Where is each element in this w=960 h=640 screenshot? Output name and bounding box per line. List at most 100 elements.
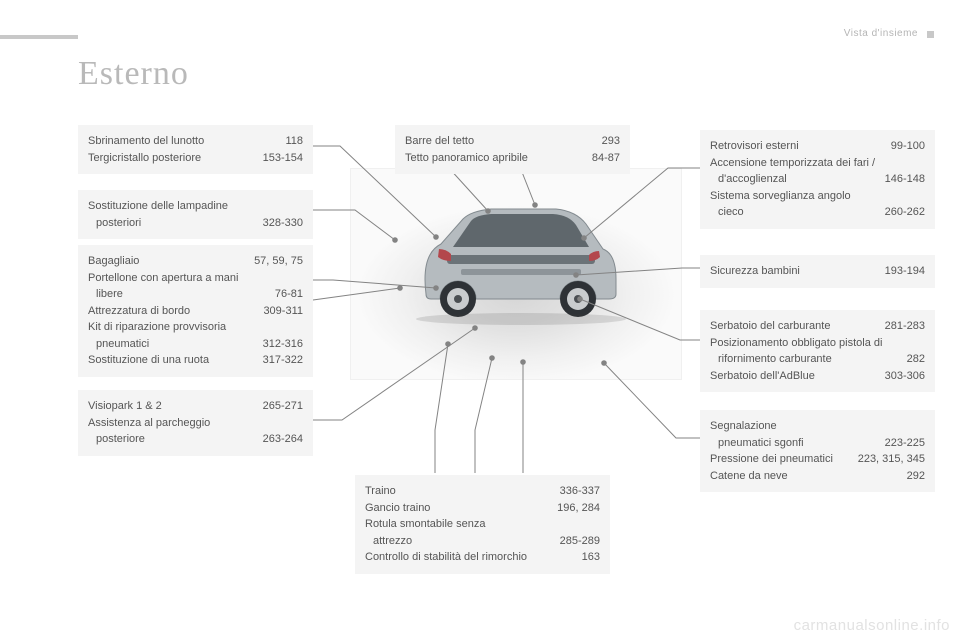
callout-label: Sbrinamento del lunotto [88,133,204,150]
callout-row: posteriori 328-330 [88,215,303,232]
callout-row: Sicurezza bambini 193-194 [710,263,925,280]
callout-label: Visiopark 1 & 2 [88,398,162,415]
callout-page: 223-225 [885,435,925,452]
callout-row: Gancio traino 196, 284 [365,500,600,517]
callout-row: libere 76-81 [88,286,303,303]
callout-label: Bagagliaio [88,253,139,270]
callout-label: pneumatici sgonfi [710,435,804,452]
callout-box-b10: Segnalazionepneumatici sgonfi223-225Pres… [700,410,935,492]
callout-row: Tergicristallo posteriore153-154 [88,150,303,167]
callout-label: Traino [365,483,396,500]
callout-label: Tergicristallo posteriore [88,150,201,167]
callout-label: Assistenza al parcheggio [88,415,210,432]
callout-label: libere [88,286,123,303]
callout-row: Bagagliaio57, 59, 75 [88,253,303,270]
callout-page: 146-148 [885,171,925,188]
callout-label: Tetto panoramico apribile [405,150,528,167]
callout-label: Sicurezza bambini [710,263,800,280]
callout-row: Pressione dei pneumatici 223, 315, 345 [710,451,925,468]
callout-row: Visiopark 1 & 2265-271 [88,398,303,415]
callout-page: 317-322 [263,352,303,369]
callout-row: Segnalazione [710,418,925,435]
callout-page: 118 [285,133,303,150]
callout-box-b1: Sbrinamento del lunotto118Tergicristallo… [78,125,313,174]
callout-row: Accensione temporizzata dei fari / [710,155,925,172]
callout-row: Traino 336-337 [365,483,600,500]
header-bar [0,35,78,39]
callout-page: 292 [907,468,925,485]
callout-page: 293 [602,133,620,150]
callout-row: posteriore 263-264 [88,431,303,448]
callout-page: 193-194 [885,263,925,280]
callout-label: Serbatoio del carburante [710,318,830,335]
callout-row: Serbatoio dell'AdBlue303-306 [710,368,925,385]
callout-row: Kit di riparazione provvisoria [88,319,303,336]
callout-row: cieco 260-262 [710,204,925,221]
callout-row: d'accoglienzal 146-148 [710,171,925,188]
car-svg [391,199,641,339]
callout-row: Attrezzatura di bordo 309-311 [88,303,303,320]
callout-page: 281-283 [885,318,925,335]
callout-label: d'accoglienzal [710,171,787,188]
callout-row: Assistenza al parcheggio [88,415,303,432]
callout-label: Rotula smontabile senza [365,516,485,533]
callout-page: 336-337 [560,483,600,500]
callout-label: Sistema sorveglianza angolo [710,188,851,205]
callout-label: cieco [710,204,744,221]
callout-label: Kit di riparazione provvisoria [88,319,226,336]
callout-row: pneumatici sgonfi 223-225 [710,435,925,452]
callout-box-b4: Visiopark 1 & 2265-271Assistenza al parc… [78,390,313,456]
callout-box-b7: Retrovisori esterni 99-100 Accensione temp… [700,130,935,229]
callout-page: 99-100 [891,138,925,155]
callout-page: 263-264 [263,431,303,448]
callout-row: rifornimento carburante 282 [710,351,925,368]
callout-row: Barre del tetto 293 [405,133,620,150]
callout-page: 328-330 [263,215,303,232]
callout-row: Sostituzione delle lampadine [88,198,303,215]
callout-row: Serbatoio del carburante 281-283 [710,318,925,335]
callout-label: Sostituzione di una ruota [88,352,209,369]
callout-page: 76-81 [275,286,303,303]
callout-label: Controllo di stabilità del rimorchio [365,549,527,566]
callout-label: Barre del tetto [405,133,474,150]
page-indicator [927,31,934,38]
callout-label: Segnalazione [710,418,777,435]
callout-label: Retrovisori esterni [710,138,799,155]
callout-page: 309-311 [263,303,303,320]
callout-page: 282 [907,351,925,368]
callout-row: Portellone con apertura a mani [88,270,303,287]
callout-box-b6: Traino 336-337 Gancio traino 196, 284 Rotula… [355,475,610,574]
callout-box-b2: Sostituzione delle lampadineposteriori 32… [78,190,313,239]
car-illustration [350,168,682,380]
callout-label: Attrezzatura di bordo [88,303,190,320]
callout-page: 196, 284 [557,500,600,517]
callout-page: 285-289 [560,533,600,550]
callout-label: posteriori [88,215,141,232]
callout-box-b3: Bagagliaio57, 59, 75Portellone con apert… [78,245,313,377]
callout-box-b8: Sicurezza bambini 193-194 [700,255,935,288]
callout-row: Catene da neve 292 [710,468,925,485]
callout-row: Controllo di stabilità del rimorchio 163 [365,549,600,566]
callout-row: Sostituzione di una ruota 317-322 [88,352,303,369]
callout-row: Tetto panoramico apribile 84-87 [405,150,620,167]
callout-label: Catene da neve [710,468,788,485]
callout-box-b9: Serbatoio del carburante 281-283Posiziona… [700,310,935,392]
callout-label: rifornimento carburante [710,351,832,368]
callout-label: Sostituzione delle lampadine [88,198,228,215]
callout-page: 223, 315, 345 [858,451,925,468]
callout-page: 303-306 [885,368,925,385]
callout-row: Rotula smontabile senza [365,516,600,533]
callout-label: Gancio traino [365,500,430,517]
callout-label: Accensione temporizzata dei fari / [710,155,875,172]
callout-label: Pressione dei pneumatici [710,451,833,468]
callout-page: 163 [582,549,600,566]
callout-row: pneumatici312-316 [88,336,303,353]
section-label: Vista d'insieme [844,28,918,39]
watermark: carmanualsonline.info [794,617,950,634]
callout-page: 84-87 [592,150,620,167]
callout-box-b5: Barre del tetto293Tetto panoramico aprib… [395,125,630,174]
callout-label: posteriore [88,431,145,448]
callout-row: Sbrinamento del lunotto 118 [88,133,303,150]
callout-label: Posizionamento obbligato pistola di [710,335,882,352]
callout-page: 260-262 [885,204,925,221]
